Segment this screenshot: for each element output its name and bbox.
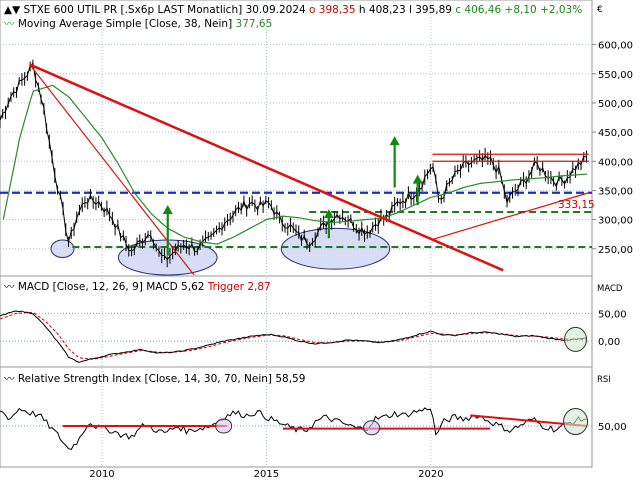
up-arrow-head-3 <box>389 136 400 146</box>
rsi-header: 〰 Relative Strength Index [Close, 14, 30… <box>4 373 305 385</box>
chart-axes: 2010 2015 2020 250,00 300,00 350,00 400,00 450,… <box>89 41 633 480</box>
macd-line <box>0 310 587 363</box>
up-arrow-head-1 <box>323 209 334 219</box>
currency-label: € <box>597 5 603 15</box>
macd-trigger-line <box>0 311 587 360</box>
x-tick-label-2010: 2010 <box>89 469 114 480</box>
quote-change: +8,10 <box>505 4 537 16</box>
chart-overlays-back <box>0 191 592 276</box>
instrument-title: STXE 600 UTIL PR [.Sx6p LAST Monatlich] <box>24 4 243 16</box>
pattern-ellipse-0 <box>50 239 75 258</box>
quote-high: h 408,23 <box>359 4 406 16</box>
macd-highlight-ellipse <box>564 326 588 352</box>
macd-marker-icon: 〰 <box>4 281 18 293</box>
pattern-ellipse-2 <box>280 227 391 270</box>
macd-axis-label: MACD <box>597 284 623 294</box>
rsi-axis-label: RSI <box>597 375 611 385</box>
price-tick-label-300: 300,00 <box>598 216 633 227</box>
support-level-label: 333,15 <box>558 199 595 211</box>
x-tick-label-2015: 2015 <box>254 469 279 480</box>
header-line-2: 〰 Moving Average Simple [Close, 38, Nein… <box>4 18 272 30</box>
chart-overlays-front <box>29 63 589 436</box>
ma-value: 377,65 <box>236 18 273 30</box>
macd-tick-label-50: 50,00 <box>598 309 627 320</box>
header-line-1: ▲▼ STXE 600 UTIL PR [.Sx6p LAST Monatlic… <box>4 4 582 16</box>
rsi-highlight-ellipse-0 <box>215 418 233 434</box>
macd-panel <box>0 275 593 368</box>
macd-trigger: Trigger 2,87 <box>207 281 271 293</box>
price-tick-label-350: 350,00 <box>598 186 633 197</box>
price-tick-label-600: 600,00 <box>598 41 633 52</box>
series-marker-icon: ▲▼ <box>4 4 24 16</box>
macd-title: MACD [Close, 12, 26, 9] <box>18 281 143 293</box>
price-tick-label-400: 400,00 <box>598 157 633 168</box>
quote-open: o 398,35 <box>309 4 356 16</box>
moving-average-line <box>2 84 588 245</box>
rsi-highlight-ellipse-1 <box>363 420 381 436</box>
price-tick-label-500: 500,00 <box>598 99 633 110</box>
price-tick-label-450: 450,00 <box>598 128 633 139</box>
macd-tick-label-0: 0,00 <box>598 337 620 348</box>
up-arrow-head-0 <box>162 205 173 214</box>
rsi-value: 58,59 <box>275 373 305 385</box>
quote-close: c 406,46 <box>455 4 501 16</box>
rsi-marker-icon: 〰 <box>4 373 18 385</box>
macd-value: MACD 5,62 <box>146 281 204 293</box>
rsi-title: Relative Strength Index [Close, 14, 30, … <box>18 373 272 385</box>
quote-low: l 395,89 <box>409 4 452 16</box>
rsi-highlight-ellipse-2 <box>563 408 589 436</box>
price-tick-label-250: 250,00 <box>598 245 633 256</box>
up-arrow-head-2 <box>412 174 423 184</box>
ma-params: [Close, 38, Nein] <box>145 18 232 30</box>
trendline-red-2 <box>432 192 589 240</box>
macd-header: 〰 MACD [Close, 12, 26, 9] MACD 5,62 Trig… <box>4 281 271 293</box>
price-tick-label-550: 550,00 <box>598 70 633 81</box>
trendline-red-0 <box>29 63 504 272</box>
quote-date: 30.09.2024 <box>246 4 306 16</box>
ma-label: Moving Average Simple <box>18 18 142 30</box>
rsi-tick-label-50: 50,00 <box>598 422 627 433</box>
x-tick-label-2020: 2020 <box>418 469 443 480</box>
ma-marker-icon: 〰 <box>4 18 18 30</box>
price-line <box>0 62 587 261</box>
quote-change-pct: +2,03% <box>540 4 582 16</box>
grid-lines <box>0 2 592 466</box>
